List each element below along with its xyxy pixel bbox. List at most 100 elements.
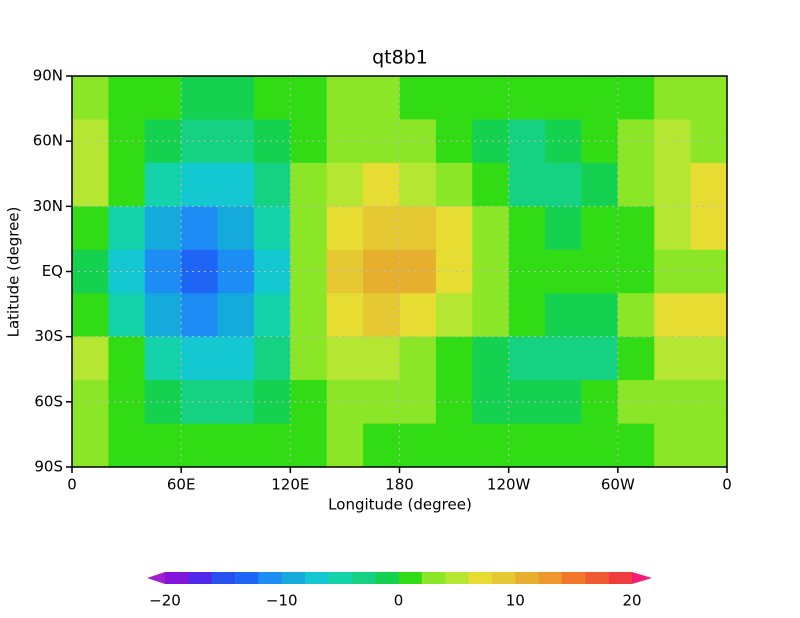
contour-cell: [144, 162, 182, 207]
contour-cell: [654, 293, 692, 338]
contour-cell: [399, 162, 437, 207]
contour-cell: [217, 162, 255, 207]
contour-cell: [435, 423, 473, 468]
y-tick-label: 60S: [34, 392, 63, 410]
contour-cell: [363, 249, 400, 294]
contour-cell: [290, 380, 328, 425]
contour-field: [72, 76, 728, 468]
y-tick-label: 90S: [34, 458, 63, 476]
contour-cell: [654, 423, 692, 468]
contour-cell: [472, 206, 510, 251]
contour-cell: [581, 162, 619, 207]
contour-cell: [508, 249, 546, 294]
contour-cell: [72, 76, 109, 120]
colorbar-segment: [281, 572, 306, 584]
contour-cell: [181, 423, 219, 468]
colorbar-segment: [538, 572, 563, 584]
colorbar-tick-label: −10: [266, 592, 298, 610]
contour-cell: [435, 249, 473, 294]
contour-cell: [290, 206, 328, 251]
contour-cell: [508, 162, 546, 207]
contour-cell: [326, 119, 364, 164]
colorbar-segment: [445, 572, 469, 584]
contour-cell: [472, 162, 510, 207]
contour-cell: [253, 206, 291, 251]
colorbar-segment: [468, 572, 493, 584]
contour-cell: [435, 119, 473, 164]
contour-cell: [508, 380, 546, 425]
chart-title: qt8b1: [372, 47, 428, 69]
x-axis-label: Longitude (degree): [328, 496, 472, 514]
contour-cell: [435, 206, 473, 251]
contour-cell: [363, 336, 400, 381]
contour-cell: [253, 76, 291, 120]
contour-cell: [654, 336, 692, 381]
contour-cell: [326, 336, 364, 381]
contour-cell: [363, 119, 400, 164]
colorbar-tick-label: 10: [506, 592, 525, 610]
colorbar-segment: [398, 572, 423, 584]
contour-cell: [253, 336, 291, 381]
contour-cell: [326, 249, 364, 294]
contour-cell: [581, 206, 619, 251]
contour-cell: [508, 119, 546, 164]
contour-cell: [217, 336, 255, 381]
y-tick-label: 90N: [33, 67, 63, 85]
contour-cell: [508, 76, 546, 120]
contour-cell: [253, 293, 291, 338]
contour-cell: [108, 162, 146, 207]
contour-cell: [108, 293, 146, 338]
contour-cell: [181, 76, 219, 120]
contour-cell: [581, 423, 619, 468]
contour-cell: [72, 423, 109, 468]
contour-cell: [363, 293, 400, 338]
contour-cell: [108, 336, 146, 381]
contour-cell: [617, 423, 655, 468]
contour-cell: [363, 380, 400, 425]
contour-cell: [326, 76, 364, 120]
contour-cell: [217, 76, 255, 120]
contour-cell: [181, 336, 219, 381]
contour-cell: [472, 76, 510, 120]
contour-cell: [363, 76, 400, 120]
contour-cell: [472, 380, 510, 425]
x-tick-label: 0: [722, 476, 732, 494]
colorbar-segment: [165, 572, 189, 584]
colorbar-segment: [211, 572, 236, 584]
contour-cell: [690, 336, 728, 381]
contour-cell: [435, 293, 473, 338]
contour-cell: [545, 249, 582, 294]
contour-cell: [435, 76, 473, 120]
contour-cell: [144, 293, 182, 338]
y-tick-label: 60N: [33, 132, 63, 150]
colorbar-segment: [421, 572, 446, 584]
contour-cell: [545, 423, 582, 468]
contour-cell: [217, 423, 255, 468]
contour-cell: [545, 380, 582, 425]
colorbar-tick-label: 0: [394, 592, 404, 610]
contour-cell: [654, 76, 692, 120]
colorbar-segment: [561, 572, 586, 584]
contour-cell: [545, 336, 582, 381]
contour-cell: [326, 162, 364, 207]
colorbar-segment: [515, 572, 539, 584]
contour-cell: [617, 293, 655, 338]
colorbar-low-end: [147, 572, 165, 584]
x-tick-label: 120E: [271, 476, 309, 494]
contour-cell: [181, 293, 219, 338]
contour-cell: [217, 293, 255, 338]
contour-cell: [108, 423, 146, 468]
contour-cell: [472, 423, 510, 468]
contour-cell: [253, 119, 291, 164]
contour-cell: [399, 423, 437, 468]
x-tick-label: 60W: [601, 476, 635, 494]
contour-cell: [399, 119, 437, 164]
contour-cell: [290, 423, 328, 468]
contour-cell: [545, 76, 582, 120]
contour-cell: [617, 76, 655, 120]
contour-cell: [326, 206, 364, 251]
colorbar-segment: [351, 572, 376, 584]
colorbar-segment: [258, 572, 283, 584]
contour-cell: [290, 249, 328, 294]
